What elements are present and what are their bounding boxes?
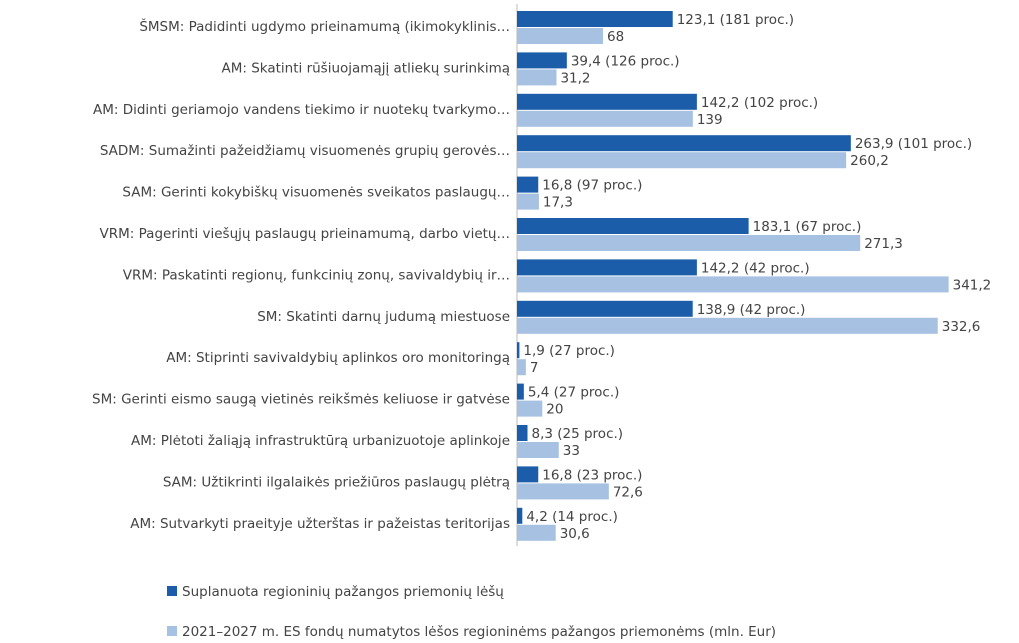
category-label: SADM: Sumažinti pažeidžiamų visuomenės g… bbox=[100, 143, 510, 159]
bar bbox=[517, 425, 528, 441]
value-label: 341,2 bbox=[953, 277, 992, 293]
category-label: AM: Didinti geriamojo vandens tiekimo ir… bbox=[93, 102, 510, 118]
legend-label: 2021–2027 m. ES fondų numatytos lėšos re… bbox=[182, 624, 776, 640]
value-label: 123,1 (181 proc.) bbox=[677, 12, 794, 28]
value-label: 139 bbox=[697, 112, 723, 128]
value-label: 20 bbox=[546, 402, 563, 418]
bar bbox=[517, 317, 938, 334]
value-label: 138,9 (42 proc.) bbox=[697, 302, 806, 318]
value-label: 142,2 (102 proc.) bbox=[701, 95, 818, 111]
bar bbox=[517, 52, 567, 69]
bar bbox=[517, 276, 949, 293]
legend-label: Suplanuota regioninių pažangos priemonių… bbox=[182, 584, 504, 600]
category-label: AM: Stiprinti savivaldybių aplinkos oro … bbox=[166, 350, 510, 366]
category-label: SAM: Gerinti kokybiškų visuomenės sveika… bbox=[122, 185, 510, 201]
bar bbox=[517, 110, 693, 127]
bar bbox=[517, 483, 609, 500]
category-label: SM: Skatinti darnų judumą miestuose bbox=[257, 309, 510, 325]
bar bbox=[517, 218, 749, 234]
value-label: 332,6 bbox=[942, 319, 981, 335]
bar bbox=[517, 11, 673, 27]
value-label: 39,4 (126 proc.) bbox=[571, 53, 680, 69]
value-label: 16,8 (23 proc.) bbox=[542, 467, 642, 483]
bar bbox=[517, 69, 557, 86]
bar bbox=[517, 466, 539, 483]
value-label: 17,3 bbox=[543, 195, 573, 211]
bar bbox=[517, 152, 847, 169]
category-label: SAM: Užtikrinti ilgalaikės priežiūros pa… bbox=[163, 474, 510, 490]
category-label: VRM: Paskatinti regionų, funkcinių zonų,… bbox=[123, 267, 510, 283]
category-label: SM: Gerinti eismo saugą vietinės reikšmė… bbox=[92, 392, 510, 408]
bar bbox=[517, 235, 861, 251]
value-label: 31,2 bbox=[560, 70, 590, 86]
bar bbox=[517, 259, 697, 276]
value-label: 1,9 (27 proc.) bbox=[523, 343, 615, 359]
value-label: 68 bbox=[607, 29, 624, 45]
value-label: 183,1 (67 proc.) bbox=[753, 219, 862, 235]
value-label: 8,3 (25 proc.) bbox=[531, 426, 623, 442]
bar bbox=[517, 28, 604, 44]
bar bbox=[517, 342, 520, 359]
bar bbox=[517, 176, 539, 193]
bar bbox=[517, 359, 526, 376]
value-label: 4,2 (14 proc.) bbox=[526, 509, 618, 525]
bar bbox=[517, 400, 543, 417]
value-label: 30,6 bbox=[560, 526, 590, 542]
value-label: 260,2 bbox=[850, 153, 889, 169]
value-label: 7 bbox=[530, 360, 539, 376]
category-label: AM: Plėtoti žaliąją infrastruktūrą urban… bbox=[131, 433, 510, 449]
category-label: AM: Skatinti rūšiuojamąjį atliekų surink… bbox=[221, 60, 510, 76]
bar bbox=[517, 524, 556, 541]
value-label: 72,6 bbox=[613, 484, 643, 500]
legend-swatch bbox=[167, 626, 177, 636]
bar bbox=[517, 442, 559, 458]
bar bbox=[517, 300, 693, 317]
category-label: VRM: Pagerinti viešųjų paslaugų prieinam… bbox=[100, 226, 510, 242]
value-label: 33 bbox=[563, 443, 580, 459]
bar bbox=[517, 135, 851, 152]
value-label: 5,4 (27 proc.) bbox=[528, 385, 620, 401]
bar bbox=[517, 193, 539, 210]
category-label: AM: Sutvarkyti praeityje užterštas ir pa… bbox=[130, 516, 510, 532]
category-label: ŠMSM: Padidinti ugdymo prieinamumą (ikim… bbox=[139, 17, 510, 35]
bar bbox=[517, 383, 524, 400]
value-label: 263,9 (101 proc.) bbox=[855, 136, 972, 152]
legend-swatch bbox=[167, 586, 177, 596]
bar bbox=[517, 93, 697, 110]
value-label: 271,3 bbox=[864, 236, 903, 252]
value-label: 16,8 (97 proc.) bbox=[542, 178, 642, 194]
bar bbox=[517, 507, 523, 524]
value-label: 142,2 (42 proc.) bbox=[701, 260, 810, 276]
